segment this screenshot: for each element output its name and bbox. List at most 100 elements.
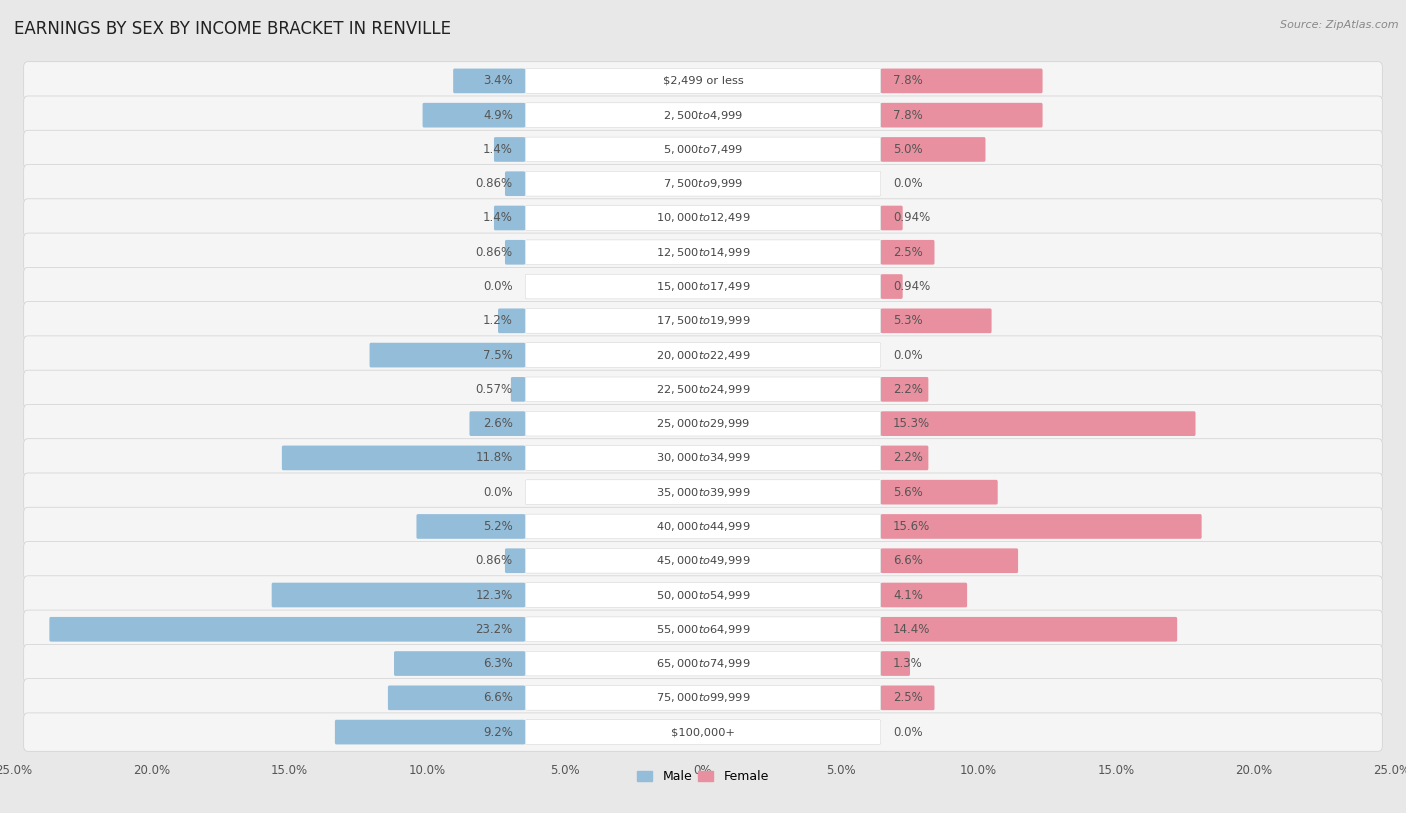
FancyBboxPatch shape: [24, 130, 1382, 168]
Text: 15.3%: 15.3%: [893, 417, 931, 430]
FancyBboxPatch shape: [526, 206, 880, 230]
Text: 9.2%: 9.2%: [484, 725, 513, 738]
FancyBboxPatch shape: [24, 404, 1382, 443]
Text: 5.3%: 5.3%: [893, 315, 922, 328]
Text: 0.0%: 0.0%: [893, 177, 922, 190]
Text: $100,000+: $100,000+: [671, 727, 735, 737]
FancyBboxPatch shape: [526, 137, 880, 162]
Text: $5,000 to $7,499: $5,000 to $7,499: [664, 143, 742, 156]
FancyBboxPatch shape: [505, 172, 526, 196]
FancyBboxPatch shape: [880, 480, 998, 505]
FancyBboxPatch shape: [24, 267, 1382, 306]
FancyBboxPatch shape: [498, 308, 526, 333]
Text: 4.9%: 4.9%: [484, 109, 513, 122]
FancyBboxPatch shape: [880, 102, 1043, 128]
FancyBboxPatch shape: [526, 377, 880, 402]
FancyBboxPatch shape: [24, 645, 1382, 683]
FancyBboxPatch shape: [370, 343, 526, 367]
Text: $40,000 to $44,999: $40,000 to $44,999: [655, 520, 751, 533]
FancyBboxPatch shape: [24, 439, 1382, 477]
Text: $35,000 to $39,999: $35,000 to $39,999: [655, 485, 751, 498]
FancyBboxPatch shape: [24, 336, 1382, 374]
Text: 0.86%: 0.86%: [475, 554, 513, 567]
FancyBboxPatch shape: [453, 68, 526, 93]
Text: 0.0%: 0.0%: [484, 485, 513, 498]
Text: 14.4%: 14.4%: [893, 623, 931, 636]
FancyBboxPatch shape: [24, 233, 1382, 272]
FancyBboxPatch shape: [880, 514, 1202, 539]
Text: 2.5%: 2.5%: [893, 691, 922, 704]
Text: 0.86%: 0.86%: [475, 246, 513, 259]
Text: 0.86%: 0.86%: [475, 177, 513, 190]
Text: 7.5%: 7.5%: [484, 349, 513, 362]
FancyBboxPatch shape: [880, 685, 935, 711]
FancyBboxPatch shape: [880, 549, 1018, 573]
Text: $10,000 to $12,499: $10,000 to $12,499: [655, 211, 751, 224]
FancyBboxPatch shape: [24, 370, 1382, 409]
Text: 0.0%: 0.0%: [893, 725, 922, 738]
FancyBboxPatch shape: [24, 96, 1382, 134]
Text: 1.4%: 1.4%: [484, 143, 513, 156]
FancyBboxPatch shape: [494, 137, 526, 162]
Text: 5.6%: 5.6%: [893, 485, 922, 498]
Text: 2.5%: 2.5%: [893, 246, 922, 259]
FancyBboxPatch shape: [880, 411, 1195, 436]
Text: 2.6%: 2.6%: [484, 417, 513, 430]
Text: 3.4%: 3.4%: [484, 75, 513, 88]
FancyBboxPatch shape: [526, 480, 880, 505]
Text: 0.0%: 0.0%: [484, 280, 513, 293]
FancyBboxPatch shape: [394, 651, 526, 676]
FancyBboxPatch shape: [470, 411, 526, 436]
FancyBboxPatch shape: [24, 679, 1382, 717]
Text: 0.94%: 0.94%: [893, 280, 931, 293]
FancyBboxPatch shape: [388, 685, 526, 711]
FancyBboxPatch shape: [416, 514, 526, 539]
Text: 23.2%: 23.2%: [475, 623, 513, 636]
Text: $20,000 to $22,499: $20,000 to $22,499: [655, 349, 751, 362]
FancyBboxPatch shape: [526, 411, 880, 436]
FancyBboxPatch shape: [24, 164, 1382, 203]
Text: 6.3%: 6.3%: [484, 657, 513, 670]
FancyBboxPatch shape: [880, 206, 903, 230]
Text: 11.8%: 11.8%: [475, 451, 513, 464]
FancyBboxPatch shape: [880, 617, 1177, 641]
FancyBboxPatch shape: [526, 343, 880, 367]
FancyBboxPatch shape: [526, 549, 880, 573]
FancyBboxPatch shape: [24, 576, 1382, 614]
FancyBboxPatch shape: [526, 514, 880, 539]
Text: 0.57%: 0.57%: [475, 383, 513, 396]
FancyBboxPatch shape: [526, 583, 880, 607]
FancyBboxPatch shape: [49, 617, 526, 641]
Text: 1.2%: 1.2%: [484, 315, 513, 328]
Text: $12,500 to $14,999: $12,500 to $14,999: [655, 246, 751, 259]
Text: 7.8%: 7.8%: [893, 109, 922, 122]
Text: $22,500 to $24,999: $22,500 to $24,999: [655, 383, 751, 396]
Text: 7.8%: 7.8%: [893, 75, 922, 88]
FancyBboxPatch shape: [880, 308, 991, 333]
FancyBboxPatch shape: [271, 583, 526, 607]
Text: 15.6%: 15.6%: [893, 520, 931, 533]
FancyBboxPatch shape: [880, 137, 986, 162]
Text: 6.6%: 6.6%: [484, 691, 513, 704]
Legend: Male, Female: Male, Female: [633, 765, 773, 789]
FancyBboxPatch shape: [510, 377, 526, 402]
Text: $65,000 to $74,999: $65,000 to $74,999: [655, 657, 751, 670]
FancyBboxPatch shape: [281, 446, 526, 470]
FancyBboxPatch shape: [505, 240, 526, 264]
FancyBboxPatch shape: [526, 172, 880, 196]
FancyBboxPatch shape: [526, 240, 880, 264]
Text: 5.2%: 5.2%: [484, 520, 513, 533]
FancyBboxPatch shape: [24, 713, 1382, 751]
Text: 0.94%: 0.94%: [893, 211, 931, 224]
FancyBboxPatch shape: [526, 617, 880, 641]
FancyBboxPatch shape: [526, 685, 880, 711]
FancyBboxPatch shape: [880, 68, 1043, 93]
FancyBboxPatch shape: [24, 473, 1382, 511]
Text: EARNINGS BY SEX BY INCOME BRACKET IN RENVILLE: EARNINGS BY SEX BY INCOME BRACKET IN REN…: [14, 20, 451, 38]
FancyBboxPatch shape: [423, 102, 526, 128]
Text: 2.2%: 2.2%: [893, 383, 922, 396]
FancyBboxPatch shape: [526, 308, 880, 333]
FancyBboxPatch shape: [880, 651, 910, 676]
FancyBboxPatch shape: [880, 583, 967, 607]
FancyBboxPatch shape: [24, 302, 1382, 340]
